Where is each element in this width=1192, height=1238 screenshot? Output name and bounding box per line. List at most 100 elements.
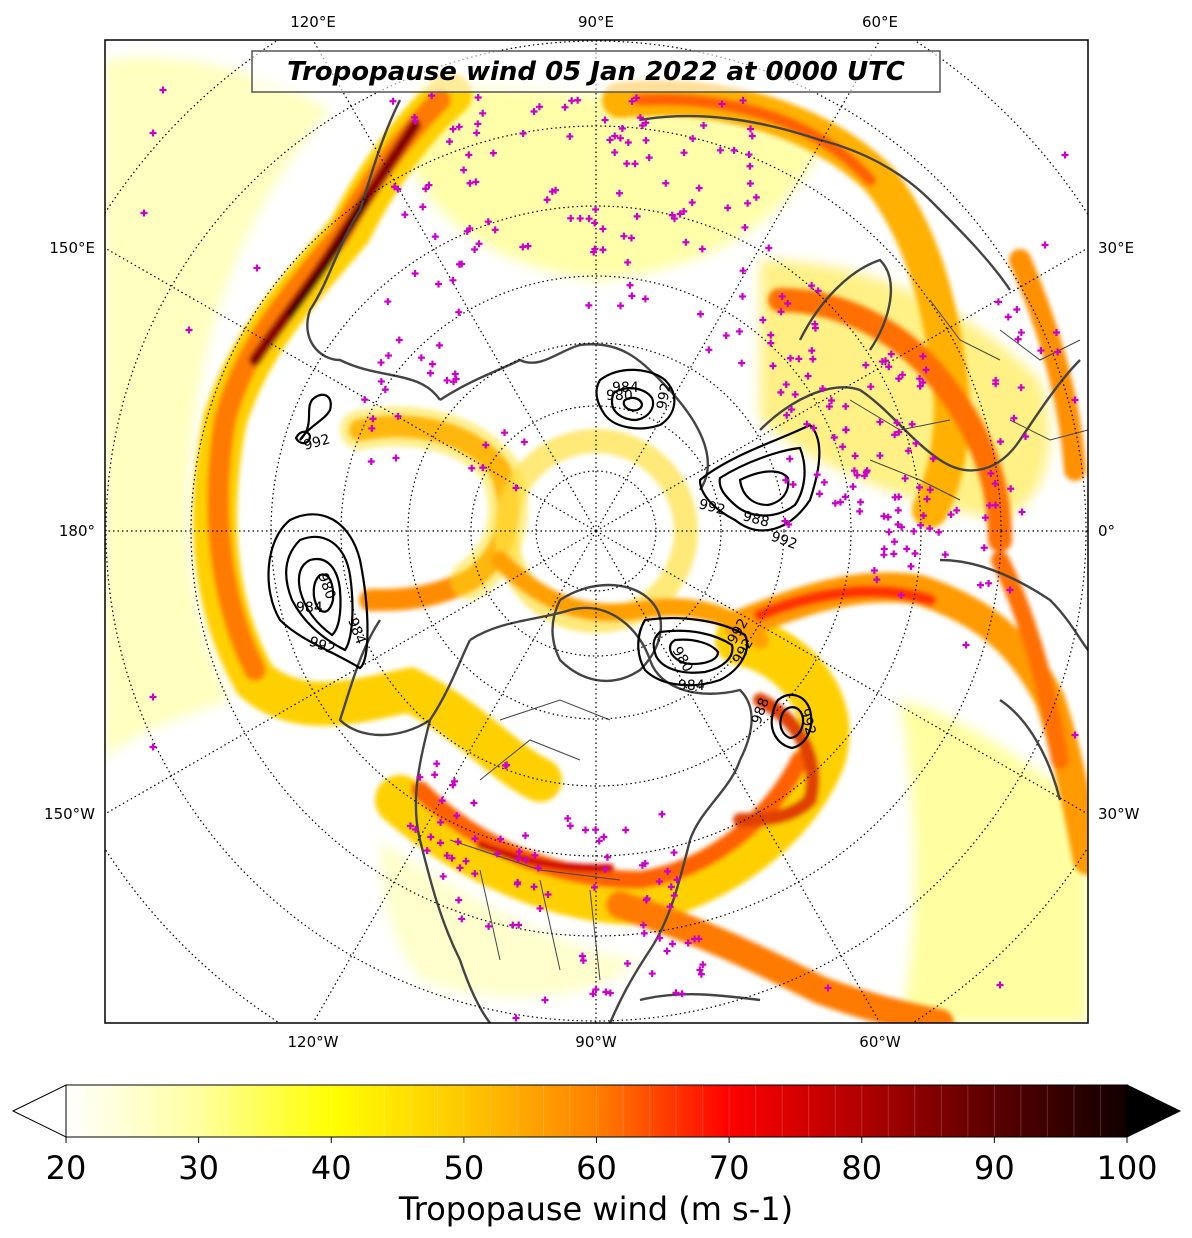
station-marker <box>808 282 816 290</box>
station-marker <box>908 420 916 428</box>
station-marker <box>1037 347 1045 355</box>
station-marker <box>893 419 901 427</box>
station-marker <box>991 480 999 488</box>
station-marker <box>736 327 744 335</box>
station-marker <box>738 359 746 367</box>
station-marker <box>981 514 989 522</box>
station-marker <box>1006 586 1014 594</box>
station-marker <box>622 826 630 834</box>
station-marker <box>624 138 632 146</box>
contour-labels: 992 984 992 980 984 980 992 984 992 992 … <box>296 380 819 737</box>
meridian-60E <box>595 40 881 532</box>
lon-label-bottom: 90°W <box>575 1033 617 1051</box>
station-marker <box>566 132 574 140</box>
station-marker <box>515 848 523 856</box>
station-marker <box>895 375 903 383</box>
station-marker <box>861 472 869 480</box>
station-marker <box>863 467 871 475</box>
colorbar-label: Tropopause wind (m s-1) <box>398 1190 793 1228</box>
station-marker <box>876 418 884 426</box>
station-marker <box>786 455 794 463</box>
station-marker <box>856 507 864 515</box>
station-marker <box>423 847 431 855</box>
station-marker <box>451 370 459 378</box>
contour-label: 992 <box>697 496 727 518</box>
station-marker <box>449 125 457 133</box>
jet-far-east <box>1009 249 1086 481</box>
station-marker <box>880 551 888 559</box>
station-marker <box>870 566 878 574</box>
station-marker <box>431 233 439 241</box>
station-marker <box>642 896 650 904</box>
station-marker <box>392 454 400 462</box>
station-marker <box>1071 396 1079 404</box>
station-marker <box>1007 485 1015 493</box>
station-marker <box>696 310 704 318</box>
station-marker <box>830 434 838 442</box>
station-marker <box>986 501 994 509</box>
station-marker <box>912 439 920 447</box>
station-marker <box>767 339 775 347</box>
station-marker <box>417 354 425 362</box>
station-marker <box>894 520 902 528</box>
coastline-scandinavia <box>798 258 893 351</box>
station-marker <box>531 851 539 859</box>
station-marker <box>501 762 509 770</box>
station-marker <box>496 835 504 843</box>
station-marker <box>1017 329 1025 337</box>
station-marker <box>602 988 610 996</box>
station-marker <box>428 92 436 100</box>
station-marker <box>804 372 812 380</box>
station-marker <box>591 219 599 227</box>
station-marker <box>688 199 696 207</box>
station-marker <box>585 301 593 309</box>
station-marker <box>641 859 649 867</box>
station-marker <box>898 371 906 379</box>
station-marker <box>811 324 819 332</box>
station-marker <box>369 415 377 423</box>
pressure-contours <box>267 368 821 750</box>
station-marker <box>1022 432 1029 440</box>
lon-label-right: 0° <box>1098 522 1115 540</box>
station-marker <box>470 799 478 807</box>
station-marker <box>897 591 905 599</box>
station-marker <box>567 214 575 222</box>
station-marker <box>431 771 439 779</box>
station-marker <box>919 512 927 520</box>
station-marker <box>853 471 861 479</box>
station-marker <box>427 833 435 841</box>
station-marker <box>789 480 797 488</box>
colorbar-levels <box>92 1085 1101 1137</box>
station-marker <box>769 362 777 370</box>
station-marker <box>700 121 708 129</box>
station-marker <box>910 527 918 535</box>
station-marker <box>842 402 850 410</box>
station-marker <box>253 264 261 272</box>
station-marker <box>140 209 148 217</box>
station-markers <box>140 86 1079 1022</box>
station-marker <box>185 326 193 334</box>
lat-circle-60 <box>407 342 785 720</box>
station-marker <box>746 180 754 188</box>
station-marker <box>929 455 937 463</box>
station-marker <box>873 576 881 584</box>
station-marker <box>618 125 626 133</box>
station-marker <box>463 227 471 235</box>
station-marker <box>746 162 754 170</box>
station-marker <box>782 476 790 484</box>
station-marker <box>985 579 993 587</box>
station-marker <box>592 205 600 213</box>
station-marker <box>890 538 898 546</box>
station-marker <box>935 528 943 536</box>
contour-label: 992 <box>654 382 674 411</box>
station-marker <box>615 189 623 197</box>
station-marker <box>718 100 726 108</box>
station-marker <box>384 352 392 360</box>
station-marker <box>992 376 1000 384</box>
station-marker <box>891 431 899 439</box>
low-pacific-main <box>267 513 369 670</box>
colorbar-extend-low <box>11 1084 67 1138</box>
station-marker <box>616 134 624 142</box>
station-marker <box>601 865 609 873</box>
station-marker <box>389 97 397 105</box>
